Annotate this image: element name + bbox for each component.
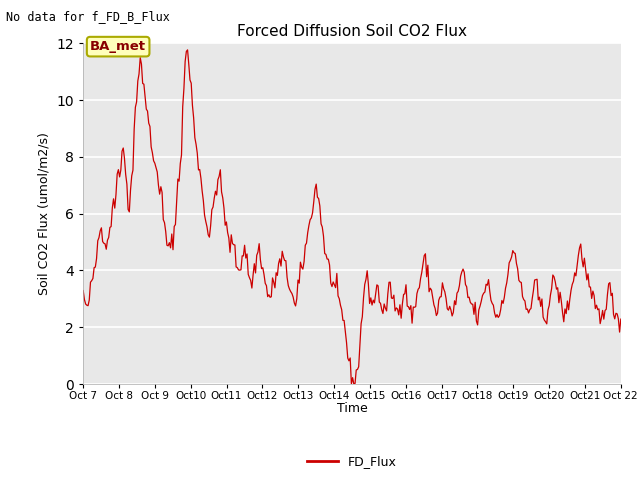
- FD_Flux: [260, 272, 268, 277]
- Legend: FD_Flux: FD_Flux: [302, 450, 402, 473]
- FD_Flux: [348, 381, 355, 387]
- FD_Flux: [269, 275, 276, 281]
- Text: No data for f_FD_B_Flux: No data for f_FD_B_Flux: [6, 10, 170, 23]
- FD_Flux: [79, 288, 87, 293]
- FD_Flux: [273, 273, 281, 278]
- Y-axis label: Soil CO2 Flux (umol/m2/s): Soil CO2 Flux (umol/m2/s): [38, 132, 51, 295]
- Title: Forced Diffusion Soil CO2 Flux: Forced Diffusion Soil CO2 Flux: [237, 24, 467, 39]
- FD_Flux: [88, 278, 95, 284]
- FD_Flux: [184, 47, 191, 53]
- Line: FD_Flux: FD_Flux: [83, 50, 621, 384]
- FD_Flux: [384, 291, 392, 297]
- FD_Flux: [617, 316, 625, 322]
- X-axis label: Time: Time: [337, 402, 367, 415]
- Text: BA_met: BA_met: [90, 40, 146, 53]
- FD_Flux: [253, 252, 260, 258]
